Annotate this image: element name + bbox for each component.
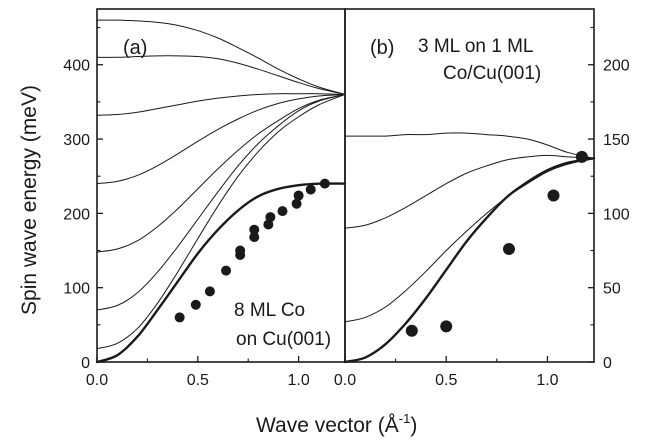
panel-b-curve-2 — [344, 154, 595, 229]
panel-b-frame — [344, 8, 595, 363]
panel-a-data-point — [319, 178, 330, 189]
panel-a-frame — [96, 8, 346, 363]
panel-a-y-tick-label: 300 — [63, 132, 90, 149]
panel-b-x-tick-label: 0.0 — [334, 372, 356, 389]
panel-a-points — [174, 178, 330, 323]
panel-a-data-point — [293, 190, 304, 201]
panel-a-data-point — [265, 212, 276, 223]
panel-a-curve-3 — [96, 93, 346, 253]
panel-a: 0.0 0.5 1.0 0 100 200 300 400 (a) 8 ML Co on Cu… — [63, 8, 347, 389]
panel-b-x-tick-label: 1.0 — [536, 372, 558, 389]
panel-b-y-tick-label: 150 — [603, 132, 630, 149]
panel-b: 0.0 0.5 1.0 0 50 100 150 200 (b) 3 ML on 1 ML C… — [334, 8, 630, 389]
panel-a-curve-6 — [96, 55, 346, 95]
panel-b-points — [405, 150, 588, 337]
panel-a-data-point — [221, 265, 232, 276]
x-axis-title-exponent: -1 — [399, 411, 411, 426]
panel-b-ticks: 0.0 0.5 1.0 0 50 100 150 200 — [334, 27, 630, 389]
panel-a-data-point — [204, 286, 215, 297]
panel-b-data-point — [547, 189, 560, 202]
panel-a-y-tick-label: 400 — [63, 58, 90, 75]
panel-b-data-point — [502, 243, 515, 256]
panel-a-curve-4 — [96, 93, 346, 185]
panel-a-curves — [95, 19, 347, 364]
panel-a-annotation-line2: on Cu(001) — [236, 329, 331, 350]
panel-a-x-tick-label: 1.0 — [288, 372, 310, 389]
panel-b-x-tick-label: 0.5 — [435, 372, 457, 389]
panel-a-data-point — [291, 198, 302, 209]
panel-a-ticks: 0.0 0.5 1.0 0 100 200 300 400 — [63, 27, 310, 389]
panel-b-y-tick-label: 100 — [603, 206, 630, 223]
panel-b-y-tick-label: 200 — [603, 58, 630, 75]
panel-a-data-point — [249, 232, 260, 243]
panel-a-data-point — [305, 184, 316, 195]
panel-a-data-point — [235, 245, 246, 256]
x-axis-title: Wave vector (Å-1) — [256, 411, 417, 437]
y-axis-title: Spin wave energy (meV) — [18, 85, 41, 315]
panel-a-data-point — [174, 312, 185, 323]
x-axis-title-close: ) — [410, 414, 417, 437]
panel-b-data-point — [440, 320, 453, 333]
panel-b-letter: (b) — [370, 37, 394, 59]
panel-a-data-point — [249, 224, 260, 235]
panel-b-curve-3 — [344, 132, 595, 159]
panel-b-y-tick-label: 0 — [603, 355, 612, 372]
panel-b-annotation-line2: Co/Cu(001) — [443, 63, 541, 84]
panel-a-curve-7 — [96, 19, 346, 95]
panel-a-curve-0 — [95, 182, 347, 364]
panel-b-curve-1 — [344, 157, 595, 323]
panel-b-data-point — [405, 324, 418, 337]
panel-a-curve-1 — [96, 93, 346, 350]
panel-a-x-tick-label: 0.0 — [86, 372, 108, 389]
panel-b-curve-0 — [343, 157, 596, 364]
panel-b-y-tick-label: 50 — [603, 281, 621, 298]
x-axis-title-main: Wave vector (Å — [256, 414, 399, 437]
panel-a-data-point — [277, 206, 288, 217]
panel-a-letter: (a) — [123, 37, 147, 59]
panel-a-y-tick-label: 100 — [63, 281, 90, 298]
panel-a-data-point — [190, 299, 201, 310]
panel-a-curve-2 — [96, 93, 346, 311]
panel-b-curves — [343, 132, 596, 364]
panel-b-data-point — [575, 150, 588, 163]
panel-a-y-tick-label: 0 — [81, 355, 90, 372]
panel-a-x-tick-label: 0.5 — [187, 372, 209, 389]
panel-a-curve-5 — [96, 93, 346, 116]
panel-a-annotation-line1: 8 ML Co — [234, 300, 305, 321]
panel-a-y-tick-label: 200 — [63, 206, 90, 223]
panel-b-annotation-line1: 3 ML on 1 ML — [418, 36, 533, 57]
